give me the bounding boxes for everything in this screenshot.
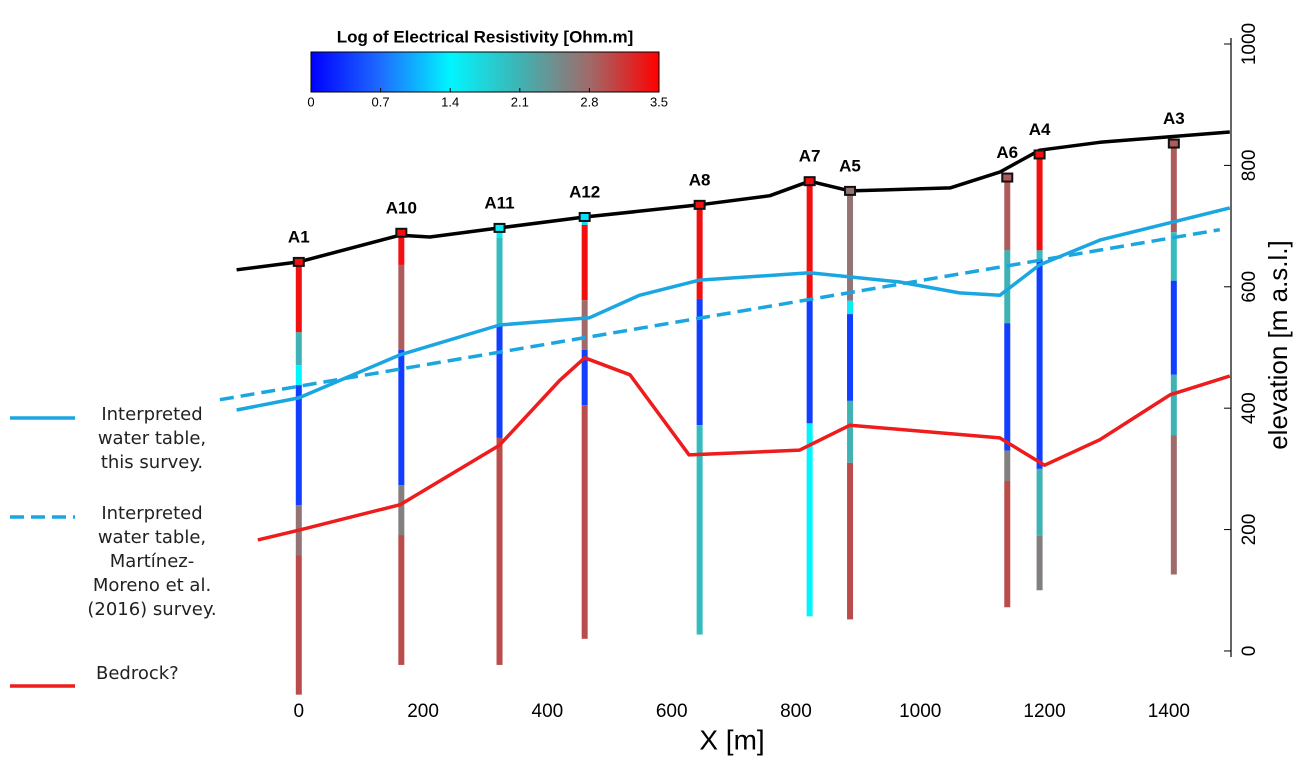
well-label: A7 bbox=[799, 147, 821, 166]
well-head bbox=[1167, 138, 1180, 149]
well-segment bbox=[1004, 177, 1011, 251]
well-label: A1 bbox=[288, 227, 310, 246]
well-label: A6 bbox=[996, 143, 1018, 162]
well-label: A5 bbox=[839, 156, 861, 175]
well-label: A10 bbox=[386, 198, 417, 217]
legend-label: Interpreted water table, this survey. bbox=[97, 404, 207, 473]
x-axis-label: X [m] bbox=[699, 724, 764, 755]
well-head bbox=[844, 185, 857, 196]
well-segment bbox=[581, 224, 588, 301]
well-label: A8 bbox=[689, 170, 711, 189]
well-segment bbox=[1004, 250, 1011, 324]
well-segment bbox=[295, 365, 302, 386]
well-segment bbox=[1036, 250, 1043, 260]
well-segment bbox=[1170, 374, 1177, 436]
colorbar bbox=[310, 51, 660, 93]
x-tick-label: 800 bbox=[780, 701, 812, 722]
well-head bbox=[292, 256, 305, 267]
x-tick-label: 1400 bbox=[1148, 701, 1190, 722]
well-segment bbox=[295, 332, 302, 366]
colorbar-title: Log of Electrical Resistivity [Ohm.m] bbox=[337, 27, 634, 46]
well-segment bbox=[847, 462, 854, 620]
well-segment bbox=[1170, 143, 1177, 233]
well-segment bbox=[1036, 259, 1043, 469]
well-segment bbox=[1170, 280, 1177, 375]
well-label: A3 bbox=[1163, 109, 1185, 128]
colorbar-tick-label: 2.8 bbox=[580, 94, 598, 109]
well-segment bbox=[1004, 481, 1011, 608]
x-tick-label: 600 bbox=[656, 701, 688, 722]
y-tick-label: 400 bbox=[1239, 392, 1260, 424]
y-axis-label: elevation [m a.s.l.] bbox=[1263, 240, 1293, 450]
colorbar-tick-label: 1.4 bbox=[441, 94, 459, 109]
well-head bbox=[803, 176, 816, 187]
well-segment bbox=[696, 204, 703, 299]
well-segment bbox=[581, 405, 588, 639]
well-head bbox=[578, 211, 591, 222]
well-head bbox=[395, 227, 408, 238]
well-head bbox=[693, 199, 706, 210]
x-tick-label: 0 bbox=[294, 701, 305, 722]
well-segment bbox=[696, 298, 703, 426]
x-tick-label: 1000 bbox=[899, 701, 941, 722]
y-tick-label: 1000 bbox=[1239, 23, 1260, 65]
well-segment bbox=[806, 423, 813, 617]
well-segment bbox=[806, 300, 813, 424]
x-tick-label: 200 bbox=[407, 701, 439, 722]
well-head bbox=[1033, 149, 1046, 160]
well-segment bbox=[398, 232, 405, 265]
y-tick-label: 800 bbox=[1239, 150, 1260, 182]
well-segment bbox=[398, 264, 405, 350]
well-head bbox=[493, 222, 506, 233]
well-segment bbox=[1036, 535, 1043, 591]
ground-surface bbox=[236, 130, 1230, 272]
well-segment bbox=[496, 237, 503, 326]
well-segment bbox=[847, 314, 854, 401]
well-label: A4 bbox=[1029, 120, 1051, 139]
colorbar-tick-label: 0.7 bbox=[372, 94, 390, 109]
y-tick-label: 200 bbox=[1239, 514, 1260, 546]
well-segment bbox=[398, 349, 405, 486]
colorbar-tick-label: 0 bbox=[307, 94, 314, 109]
legend-label: Interpreted water table, Martínez-Moreno… bbox=[87, 503, 217, 620]
well-label: A12 bbox=[569, 182, 600, 201]
well-segment bbox=[295, 261, 302, 333]
well-segment bbox=[295, 385, 302, 506]
series-line bbox=[219, 227, 1221, 402]
well-segment bbox=[1036, 154, 1043, 251]
well-segment bbox=[295, 555, 302, 695]
well-segment bbox=[1004, 323, 1011, 451]
x-tick-label: 400 bbox=[532, 701, 564, 722]
well-segment bbox=[496, 325, 503, 438]
well-segment bbox=[847, 300, 854, 315]
well-segment bbox=[496, 437, 503, 665]
well-segment bbox=[398, 485, 405, 536]
well-segment bbox=[806, 181, 813, 301]
well-segment bbox=[847, 190, 854, 301]
well-segment bbox=[696, 425, 703, 635]
well-segment bbox=[1004, 450, 1011, 482]
series-line bbox=[236, 206, 1231, 412]
colorbar-tick-label: 3.5 bbox=[650, 94, 668, 109]
series-line bbox=[257, 356, 1231, 542]
x-tick-label: 1200 bbox=[1023, 701, 1065, 722]
well-segment bbox=[1170, 232, 1177, 281]
well-segment bbox=[1170, 435, 1177, 575]
legend-label: Bedrock? bbox=[96, 663, 179, 684]
well-segment bbox=[847, 400, 854, 463]
well-segment bbox=[1036, 468, 1043, 536]
well-segment bbox=[398, 535, 405, 665]
y-tick-label: 600 bbox=[1239, 271, 1260, 303]
well-head bbox=[1001, 172, 1014, 183]
well-segment bbox=[581, 300, 588, 350]
well-label: A11 bbox=[484, 193, 514, 212]
well-segment bbox=[581, 349, 588, 406]
y-tick-label: 0 bbox=[1239, 646, 1260, 657]
colorbar-tick-label: 2.1 bbox=[511, 94, 529, 109]
